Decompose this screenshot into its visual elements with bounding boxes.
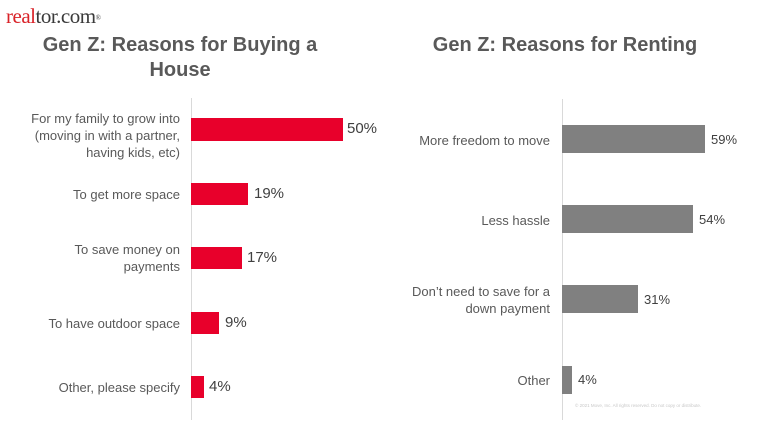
buying-bar	[191, 118, 343, 141]
buying-value-label: 17%	[247, 249, 278, 266]
title-line-1: Gen Z: Reasons for Buying a	[42, 34, 318, 56]
buying-category-label: To save money on payments	[74, 242, 180, 274]
buying-category-label: Other, please specify	[58, 379, 180, 395]
buying-bar	[191, 376, 204, 398]
renting-value-label: 54%	[699, 212, 726, 227]
buying-category-label: To get more space	[73, 186, 180, 202]
renting-chart-axis	[562, 99, 563, 420]
renting-value-label: 59%	[711, 132, 738, 147]
renting-bar	[562, 366, 572, 394]
buying-category-label: For my family to grow into (moving in wi…	[31, 110, 180, 160]
buying-value-label: 19%	[254, 185, 285, 202]
renting-bar	[562, 125, 705, 153]
buying-value-label: 4%	[209, 378, 231, 395]
buying-bar	[191, 183, 248, 205]
renting-bar	[562, 285, 638, 313]
buying-chart-title: Gen Z: Reasons for Buying a House	[20, 33, 340, 83]
buying-value-label: 9%	[225, 314, 247, 331]
logo-rest-part: tor.com	[35, 4, 96, 28]
registered-mark: ®	[95, 14, 101, 22]
renting-bar	[562, 205, 693, 233]
copyright-notice: © 2021 Move, Inc. All rights reserved. D…	[575, 403, 702, 408]
renting-category-label: More freedom to move	[419, 132, 550, 148]
renting-value-label: 4%	[578, 372, 597, 387]
buying-category-label: To have outdoor space	[48, 315, 180, 331]
title-line-2: House	[149, 59, 211, 81]
logo-red-part: real	[6, 4, 36, 28]
renting-value-label: 31%	[644, 292, 671, 307]
renting-category-label: Don’t need to save for a down payment	[411, 284, 550, 316]
renting-chart-title: Gen Z: Reasons for Renting	[432, 34, 698, 56]
realtor-logo: realtor.com®	[6, 4, 101, 28]
renting-category-label: Less hassle	[481, 212, 550, 228]
buying-bar	[191, 247, 242, 269]
buying-value-label: 50%	[347, 120, 378, 137]
buying-bar	[191, 312, 219, 334]
renting-category-label: Other	[517, 372, 550, 388]
